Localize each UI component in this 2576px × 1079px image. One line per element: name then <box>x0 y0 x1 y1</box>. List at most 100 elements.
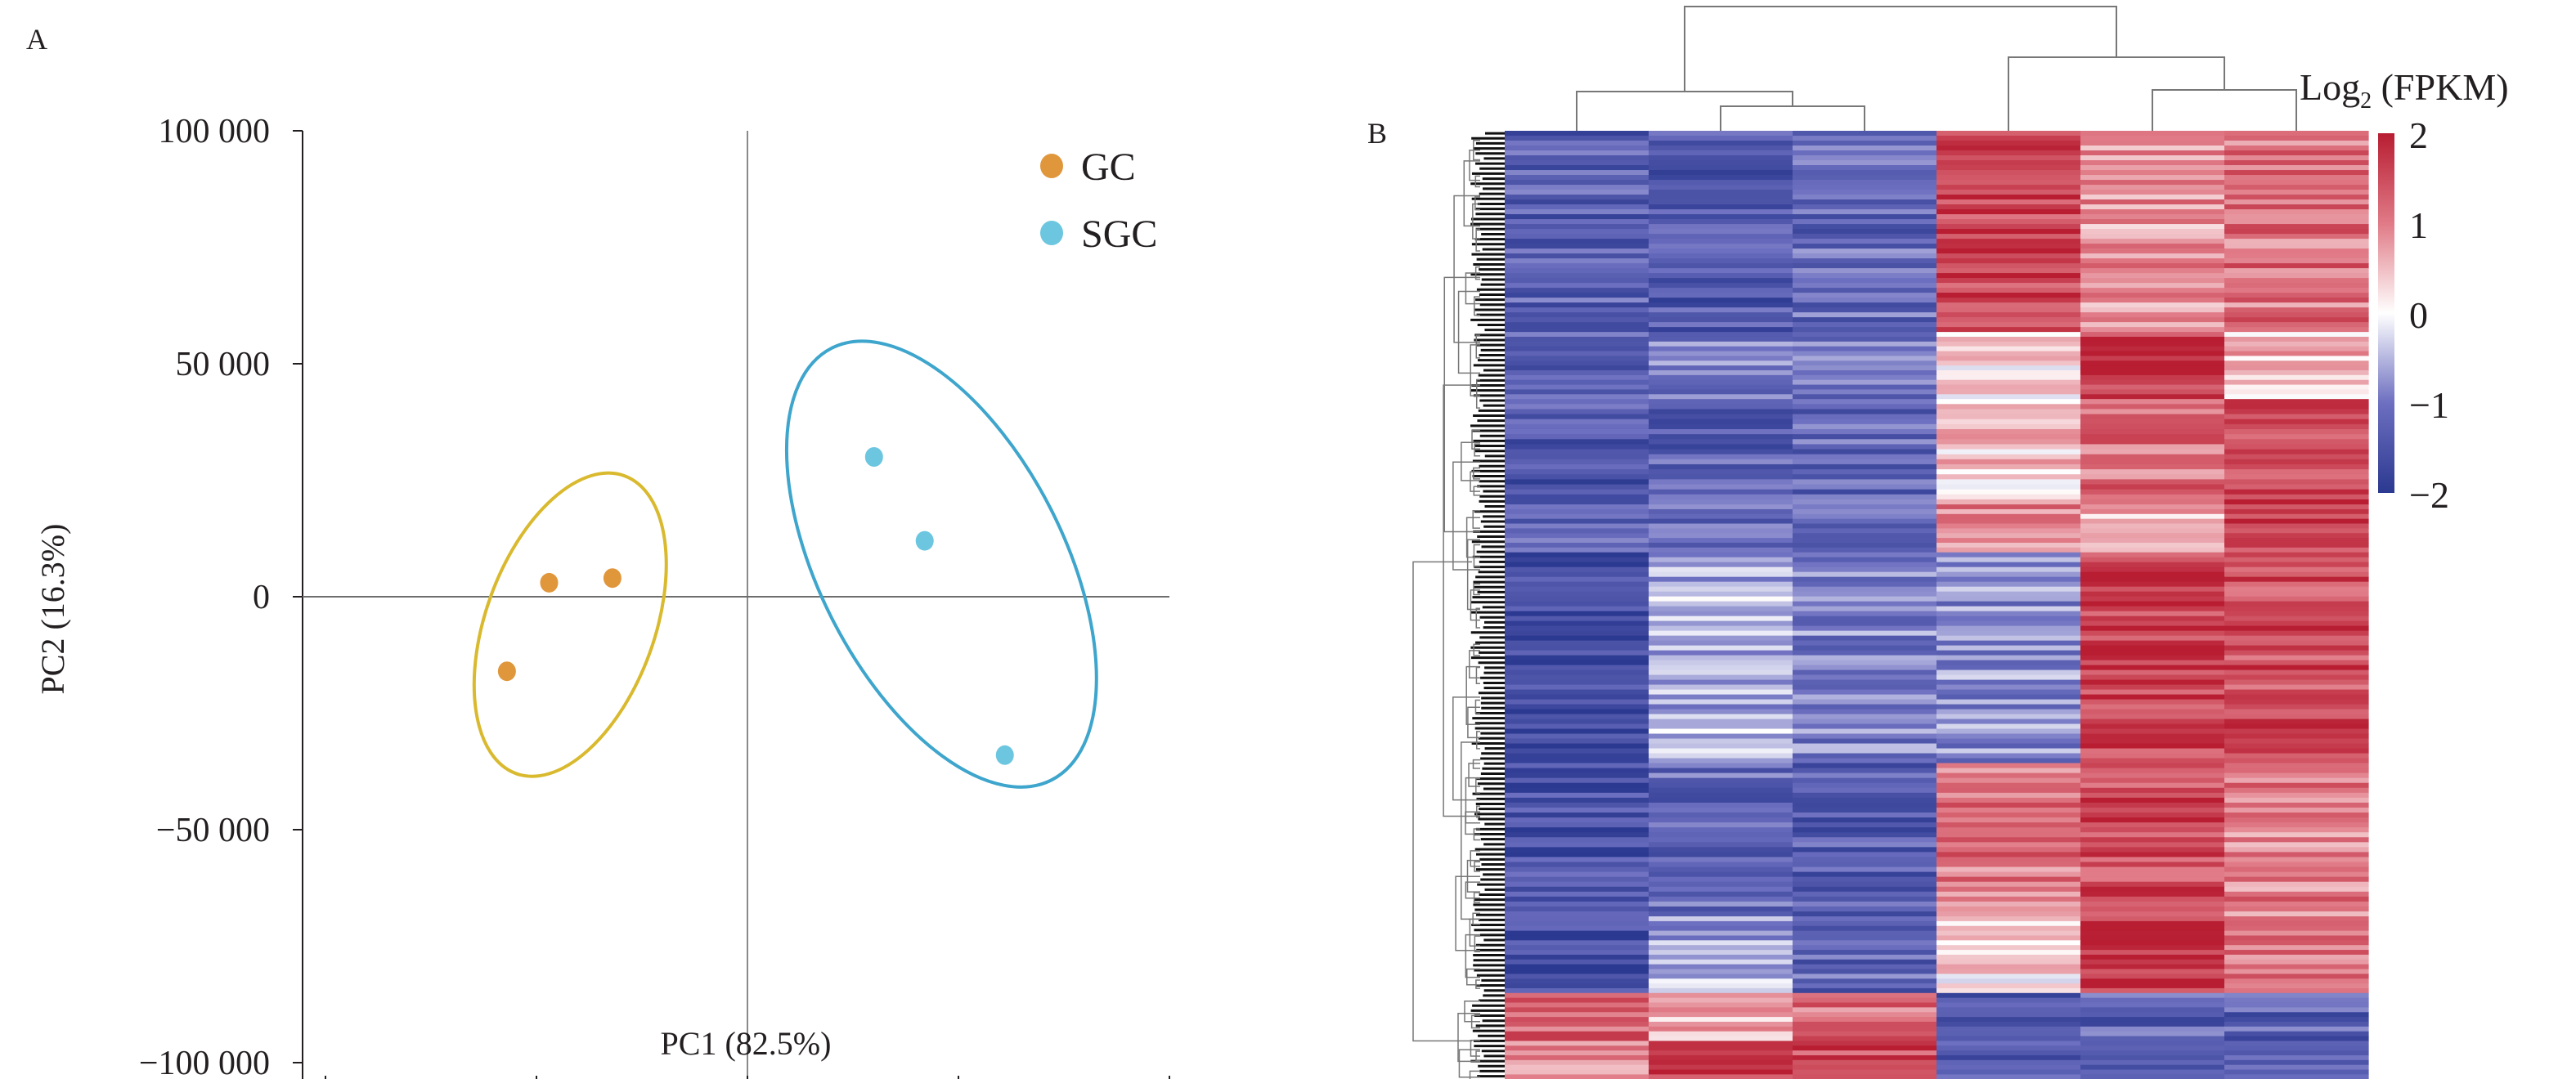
heatmap-cell <box>1793 827 1937 833</box>
heatmap-cell <box>1649 360 1793 366</box>
heatmap-cell <box>1936 901 2081 907</box>
heatmap-cell <box>1793 1064 1937 1071</box>
heatmap-cell <box>2080 439 2225 445</box>
heatmap-cell <box>1505 336 1649 343</box>
heatmap-cell <box>2224 533 2369 539</box>
heatmap-cell <box>1505 219 1649 225</box>
dendro-branch <box>1475 979 1480 989</box>
heatmap-cell <box>1505 248 1649 254</box>
heatmap-cell <box>1649 901 1793 907</box>
heatmap-cell <box>1793 523 1937 529</box>
heatmap-cell <box>1649 557 1793 563</box>
heatmap-cell <box>1936 479 2081 486</box>
heatmap-cell <box>1793 978 1937 984</box>
heatmap-cell <box>1793 327 1937 333</box>
heatmap-cell <box>1936 802 2081 808</box>
heatmap-cell <box>2224 278 2369 284</box>
heatmap-cell <box>2080 150 2225 156</box>
heatmap-cell <box>2224 423 2369 430</box>
heatmap-cell <box>2080 630 2225 637</box>
heatmap-cell <box>1505 969 1649 974</box>
heatmap-cell <box>1936 499 2081 505</box>
heatmap-cell <box>2080 876 2225 883</box>
heatmap-cell <box>1505 513 1649 520</box>
heatmap-cell <box>1505 204 1649 210</box>
heatmap-cell <box>2224 165 2369 171</box>
heatmap-cell <box>1505 753 1649 759</box>
heatmap-cell <box>1649 733 1793 740</box>
heatmap-cell <box>1793 557 1937 563</box>
heatmap-cell <box>2080 714 2225 720</box>
heatmap-cell <box>1936 862 2081 868</box>
heatmap-cell <box>2224 474 2369 480</box>
heatmap-cell <box>1649 1069 1793 1076</box>
heatmap-cell <box>1936 611 2081 617</box>
heatmap-cell <box>1936 253 2081 259</box>
heatmap-cell <box>1505 802 1649 808</box>
heatmap-cell <box>1793 404 1937 410</box>
dendro-branch <box>1470 589 1480 621</box>
heatmap-cell <box>1936 911 2081 917</box>
heatmap-cell <box>2224 723 2369 730</box>
colorbar: 2 1 0 −1 −2 Log2 (FPKM) <box>2300 66 2509 516</box>
heatmap-cell <box>2080 204 2225 210</box>
heatmap-cell <box>2080 327 2225 333</box>
heatmap-cell <box>2080 679 2225 686</box>
heatmap-cell <box>1649 753 1793 759</box>
heatmap-cell <box>2080 945 2225 951</box>
heatmap-cell <box>1649 992 1793 999</box>
heatmap-cell <box>1649 1012 1793 1018</box>
heatmap-cell <box>2224 155 2369 161</box>
heatmap-cell <box>1649 876 1793 883</box>
heatmap-cell <box>1936 566 2081 573</box>
heatmap-cell <box>1649 533 1793 539</box>
heatmap-cell <box>2224 370 2369 376</box>
heatmap-cell <box>2080 964 2225 970</box>
heatmap-cell <box>1505 1069 1649 1076</box>
heatmap-cell <box>1936 954 2081 960</box>
heatmap-cell <box>2080 719 2225 725</box>
heatmap-cell <box>1793 758 1937 764</box>
heatmap-cell <box>2080 837 2225 843</box>
heatmap-cell <box>1793 832 1937 838</box>
y-tick-label: −50 000 <box>156 812 270 849</box>
heatmap-cell <box>2224 978 2369 984</box>
heatmap-cell <box>2224 1036 2369 1041</box>
heatmap-cell <box>1793 268 1937 274</box>
heatmap-cell <box>1505 699 1649 705</box>
heatmap-cell <box>1793 983 1937 989</box>
heatmap-cell <box>1649 155 1793 161</box>
heatmap-cell <box>2224 787 2369 794</box>
heatmap-cell <box>2224 576 2369 583</box>
dendro-branch <box>1470 471 1480 492</box>
heatmap-cell <box>2224 959 2369 965</box>
heatmap-cell <box>1649 244 1793 249</box>
heatmap-cell <box>2224 244 2369 249</box>
heatmap-cell <box>1649 419 1793 425</box>
heatmap-cell <box>1649 635 1793 642</box>
heatmap-cell <box>1505 679 1649 686</box>
heatmap-cell <box>1649 1036 1793 1041</box>
heatmap-cell <box>1793 170 1937 176</box>
heatmap-cell <box>1793 1026 1937 1032</box>
heatmap-cell <box>2224 175 2369 181</box>
heatmap-cell <box>2224 1054 2369 1061</box>
heatmap-cell <box>1505 165 1649 171</box>
heatmap-cell <box>2224 146 2369 151</box>
heatmap-cell <box>1649 307 1793 313</box>
heatmap-cell <box>1936 753 2081 759</box>
dendro-branch <box>1476 805 1480 818</box>
heatmap-cell <box>1936 596 2081 602</box>
heatmap-cell <box>1505 674 1649 681</box>
heatmap-cell <box>2224 665 2369 671</box>
heatmap-cell <box>1936 817 2081 823</box>
heatmap-cell <box>1649 428 1793 435</box>
heatmap-cell <box>1936 906 2081 912</box>
heatmap-cell <box>1505 992 1649 999</box>
heatmap-cell <box>1793 866 1937 873</box>
heatmap-cell <box>1936 852 2081 858</box>
heatmap-cell <box>2224 204 2369 210</box>
heatmap-cells <box>1505 131 2369 1079</box>
heatmap-cell <box>2080 474 2225 480</box>
heatmap-cell <box>1505 494 1649 500</box>
